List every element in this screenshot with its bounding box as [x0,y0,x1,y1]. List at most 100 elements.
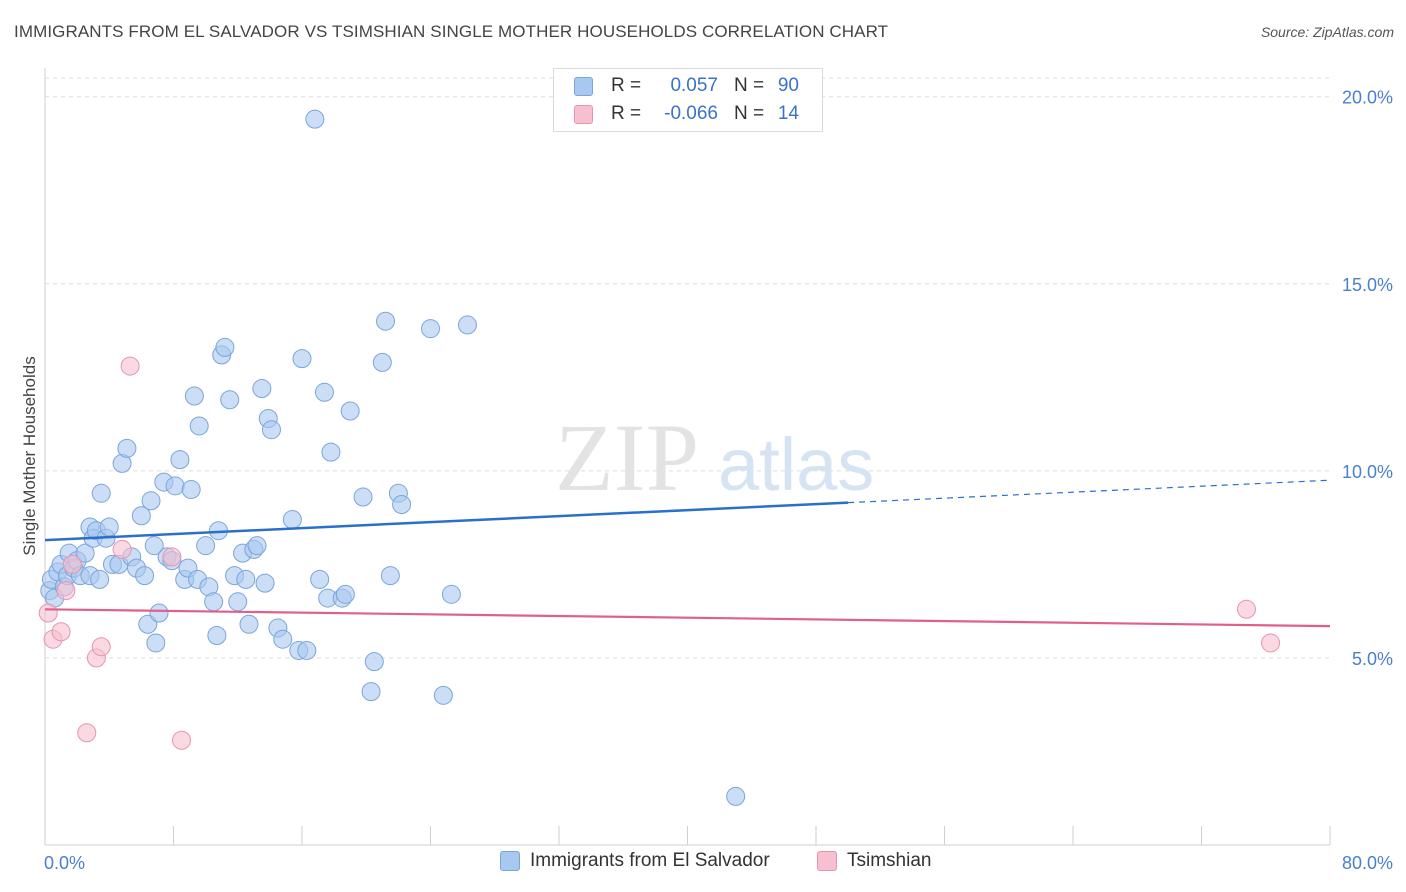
data-point [380,566,400,586]
data-point [170,450,190,470]
data-point [297,640,317,660]
x-tick-labels: 0.0% 80.0% [44,853,1393,873]
trend-line-tsimshian [44,608,1331,628]
data-point [247,536,267,556]
data-point [441,584,461,604]
trend-line-el-salvador-projection [848,479,1331,504]
data-point [144,536,164,556]
data-point [372,352,392,372]
data-point [138,614,158,634]
data-point [165,476,185,496]
legend-r-value: -0.066 [664,103,718,124]
legend-row-tsimshian: R = -0.066 N = 14 [554,100,822,128]
data-point [1261,633,1281,653]
watermark: ZIP atlas [555,404,874,511]
data-point [292,349,312,369]
data-point [99,517,119,537]
data-point [392,495,412,515]
y-tick-label: 15.0% [1342,275,1393,295]
data-point [91,483,111,503]
axes [44,68,1331,846]
data-point [361,682,381,702]
data-point [340,401,360,421]
legend-n-label: N = [734,75,765,96]
legend-n-value: 90 [777,75,799,96]
data-point [239,614,259,634]
y-tick-labels: 5.0% 10.0% 15.0% 20.0% [1342,88,1393,669]
data-point [314,382,334,402]
legend-r-value: 0.057 [670,75,718,96]
data-point [162,547,182,567]
legend-swatch-blue [500,851,520,871]
legend-item-tsimshian: Tsimshian [817,850,931,872]
legend-swatch-blue [574,77,593,96]
data-point [131,506,151,526]
data-point [184,386,204,406]
data-point [457,315,477,335]
legend-label-el-salvador: Immigrants from El Salvador [530,850,770,871]
data-point [56,581,76,601]
legend-n-value: 14 [777,103,799,124]
data-point [255,573,275,593]
trend-lines [44,479,1331,628]
data-point [1236,599,1256,619]
data-point [726,786,746,806]
data-point [236,569,256,589]
data-point [335,584,355,604]
data-point [149,603,169,623]
data-point [215,337,235,357]
data-point [220,390,240,410]
data-point [146,633,166,653]
y-tick-label: 20.0% [1342,88,1393,108]
data-point [196,536,216,556]
data-point [181,480,201,500]
x-tick-label: 0.0% [44,853,85,873]
legend-label-tsimshian: Tsimshian [847,850,932,871]
data-point [90,569,110,589]
x-tick-label: 80.0% [1342,853,1393,873]
data-point [364,652,384,672]
data-point [172,730,192,750]
data-point [273,629,293,649]
watermark-zip: ZIP [555,404,699,511]
data-point [141,491,161,511]
data-point [252,379,272,399]
correlation-legend: R = 0.057 N = 90 R = -0.066 N = 14 [553,68,823,132]
data-point [135,566,155,586]
data-point [305,109,325,129]
series-tsimshian [38,356,1281,750]
y-tick-label: 5.0% [1352,649,1393,669]
source-label: Source: ZipAtlas.com [1260,24,1394,40]
data-point [282,509,302,529]
legend-r-label: R = [611,103,642,124]
data-point [321,442,341,462]
data-point [310,569,330,589]
data-point [228,592,248,612]
series-el-salvador [40,109,746,806]
legend-n-label: N = [734,103,765,124]
data-point [189,416,209,436]
data-point [117,438,137,458]
data-point [204,592,224,612]
data-point [91,637,111,657]
chart-title: IMMIGRANTS FROM EL SALVADOR VS TSIMSHIAN… [14,22,889,41]
data-point [376,311,396,331]
trend-line-el-salvador [44,501,849,542]
data-point [77,723,97,743]
data-point [353,487,373,507]
data-point [112,539,132,559]
data-point [207,625,227,645]
legend-swatch-pink [817,851,837,871]
legend-swatch-pink [574,105,593,124]
legend-r-label: R = [611,75,642,96]
watermark-atlas: atlas [718,423,874,506]
data-point [51,622,71,642]
legend-row-el-salvador: R = 0.057 N = 90 [554,72,822,100]
y-axis-label: Single Mother Households [20,356,39,555]
series-legend: Immigrants from El Salvador Tsimshian [0,850,1406,880]
data-point [38,603,58,623]
legend-item-el-salvador: Immigrants from El Salvador [500,850,770,872]
y-tick-label: 10.0% [1342,462,1393,482]
data-point [62,554,82,574]
